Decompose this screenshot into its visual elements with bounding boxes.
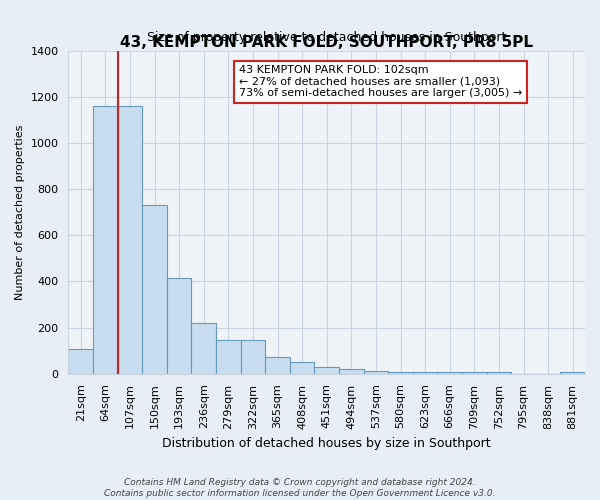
- Text: 43 KEMPTON PARK FOLD: 102sqm
← 27% of detached houses are smaller (1,093)
73% of: 43 KEMPTON PARK FOLD: 102sqm ← 27% of de…: [239, 65, 522, 98]
- Bar: [265, 356, 290, 374]
- Bar: [191, 323, 216, 374]
- Text: Contains HM Land Registry data © Crown copyright and database right 2024.
Contai: Contains HM Land Registry data © Crown c…: [104, 478, 496, 498]
- Bar: [388, 372, 413, 374]
- Text: Size of property relative to detached houses in Southport: Size of property relative to detached ho…: [147, 31, 506, 44]
- Bar: [241, 340, 265, 374]
- Bar: [216, 340, 241, 374]
- Bar: [462, 372, 487, 374]
- Bar: [339, 369, 364, 374]
- Title: 43, KEMPTON PARK FOLD, SOUTHPORT, PR8 5PL: 43, KEMPTON PARK FOLD, SOUTHPORT, PR8 5P…: [120, 34, 533, 50]
- Bar: [68, 349, 93, 374]
- X-axis label: Distribution of detached houses by size in Southport: Distribution of detached houses by size …: [163, 437, 491, 450]
- Bar: [487, 372, 511, 374]
- Bar: [364, 370, 388, 374]
- Y-axis label: Number of detached properties: Number of detached properties: [15, 124, 25, 300]
- Bar: [314, 368, 339, 374]
- Bar: [142, 206, 167, 374]
- Bar: [560, 372, 585, 374]
- Bar: [290, 362, 314, 374]
- Bar: [167, 278, 191, 374]
- Bar: [93, 106, 118, 374]
- Bar: [413, 372, 437, 374]
- Bar: [437, 372, 462, 374]
- Bar: [118, 106, 142, 374]
